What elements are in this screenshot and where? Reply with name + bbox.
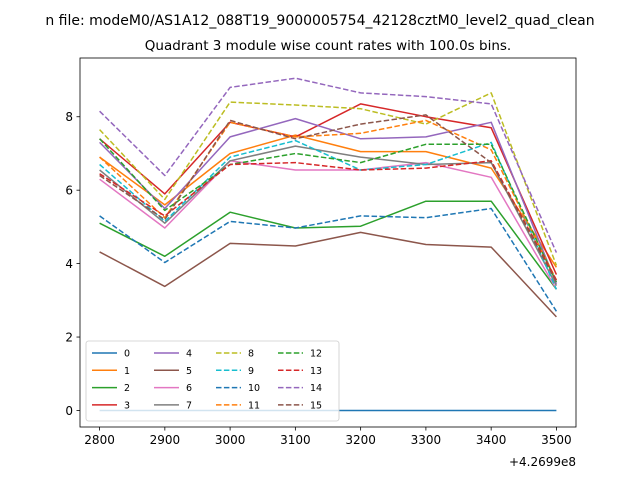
series-line-15 — [99, 114, 558, 283]
legend-label-10: 10 — [248, 383, 260, 394]
legend-label-9: 9 — [248, 366, 254, 377]
legend-label-14: 14 — [310, 383, 322, 394]
y-tick-label: 8 — [65, 110, 73, 124]
series-line-7 — [99, 145, 558, 286]
series-line-4 — [99, 117, 558, 285]
y-tick-label: 0 — [65, 404, 73, 418]
legend-label-4: 4 — [186, 349, 192, 360]
legend-label-2: 2 — [124, 383, 130, 394]
y-tick-label: 6 — [65, 184, 73, 198]
series-line-9 — [99, 139, 558, 290]
series-line-10 — [99, 207, 558, 312]
legend-label-11: 11 — [248, 400, 260, 411]
figure-suptitle: n file: modeM0/AS1A12_088T19_9000005754_… — [45, 13, 594, 29]
series-line-14 — [99, 77, 558, 253]
y-tick-label: 4 — [65, 257, 73, 271]
legend-label-0: 0 — [124, 349, 130, 360]
chart-title: Quadrant 3 module wise count rates with … — [145, 38, 511, 54]
y-tick-label: 2 — [65, 331, 73, 345]
x-tick-label: 3000 — [215, 433, 246, 447]
legend-label-13: 13 — [310, 366, 322, 377]
series-line-8 — [99, 92, 558, 266]
legend-label-8: 8 — [248, 349, 254, 360]
x-tick-label: 2900 — [150, 433, 181, 447]
x-tick-label: 3500 — [541, 433, 572, 447]
x-tick-label: 3200 — [345, 433, 376, 447]
legend-label-5: 5 — [186, 366, 192, 377]
legend-label-3: 3 — [124, 400, 130, 411]
series-line-6 — [99, 160, 558, 290]
x-tick-label: 3400 — [476, 433, 507, 447]
x-tick-label: 2800 — [84, 433, 115, 447]
x-tick-label: 3100 — [280, 433, 311, 447]
series-line-2 — [99, 200, 558, 290]
axes-frame — [79, 57, 577, 428]
series-line-5 — [99, 231, 557, 318]
legend-label-7: 7 — [186, 400, 192, 411]
legend-label-6: 6 — [186, 383, 192, 394]
legend-box — [85, 340, 340, 422]
x-tick-label: 3300 — [411, 433, 442, 447]
x-offset-label: +4.2699e8 — [509, 455, 576, 469]
legend-label-1: 1 — [124, 366, 130, 377]
legend-label-12: 12 — [310, 349, 322, 360]
legend-label-15: 15 — [310, 400, 322, 411]
series-line-13 — [99, 160, 558, 281]
series-line-12 — [99, 138, 558, 283]
